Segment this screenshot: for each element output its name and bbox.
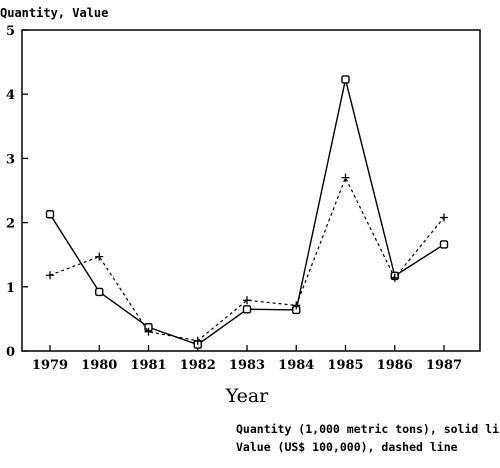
y-tick-label: 4 — [6, 88, 15, 103]
point-quantity — [242, 305, 252, 314]
note-quantity: Quantity (1,000 metric tons), solid line — [236, 422, 500, 436]
x-tick-label: 1979 — [32, 358, 68, 373]
note-value: Value (US$ 100,000), dashed line — [236, 440, 458, 454]
x-tick-label: 1984 — [278, 358, 314, 373]
point-value — [95, 252, 104, 261]
point-quantity — [341, 75, 350, 84]
y-tick-label: 3 — [6, 152, 15, 167]
series-line-value — [49, 176, 445, 342]
x-ticks: 1979 1980 1981 1982 1983 1984 1985 1986 1987 — [32, 345, 462, 373]
point-value — [144, 327, 153, 336]
x-tick-label: 1986 — [377, 358, 413, 373]
x-tick-label: 1981 — [130, 358, 166, 373]
y-tick-label: 2 — [6, 217, 15, 232]
plot-frame — [21, 29, 481, 352]
x-tick-label: 1980 — [81, 358, 117, 373]
point-quantity — [45, 210, 55, 219]
y-axis-label: Quantity, Value — [0, 6, 108, 20]
y-tick-label: 5 — [6, 24, 15, 39]
x-tick-label: 1983 — [229, 358, 265, 373]
y-tick-label: 0 — [6, 345, 15, 360]
point-value — [390, 273, 399, 282]
point-value — [46, 271, 54, 280]
series-layer — [45, 75, 449, 349]
y-tick-label: 1 — [6, 281, 15, 296]
x-axis-label: Year — [225, 385, 269, 407]
point-quantity — [439, 240, 449, 249]
point-quantity — [95, 287, 104, 297]
y-ticks: 0 1 2 3 4 5 — [6, 24, 28, 360]
point-value — [292, 301, 301, 310]
series-line-quantity — [49, 79, 445, 346]
point-value — [341, 173, 350, 182]
x-tick-label: 1982 — [180, 358, 216, 373]
point-value — [440, 213, 448, 222]
x-tick-label: 1987 — [426, 358, 462, 373]
x-tick-label: 1985 — [327, 358, 363, 373]
point-value — [243, 296, 251, 305]
point-value — [193, 336, 202, 345]
